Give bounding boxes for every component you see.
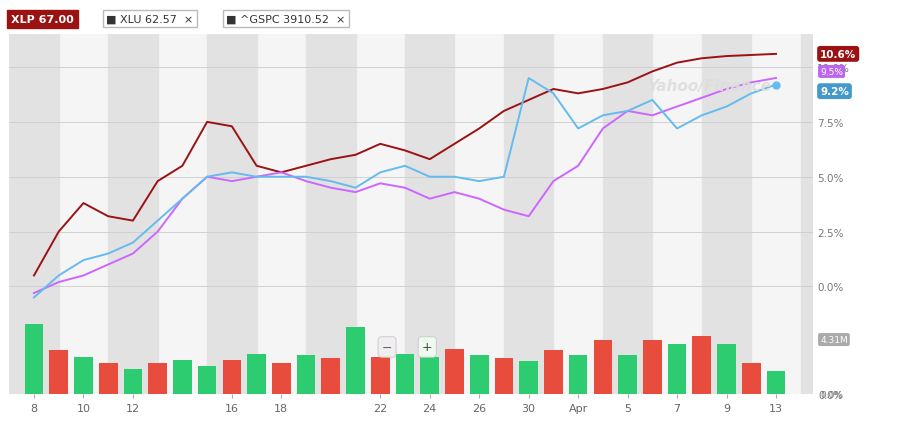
Bar: [569, 355, 588, 394]
Bar: [702, 35, 751, 309]
Bar: [297, 355, 315, 394]
Bar: [544, 351, 563, 394]
Bar: [602, 35, 652, 309]
Bar: [801, 35, 850, 309]
Text: 0.0%: 0.0%: [821, 390, 843, 399]
Bar: [108, 35, 158, 309]
Bar: [420, 357, 439, 394]
Bar: [767, 371, 785, 394]
Bar: [25, 324, 43, 394]
Text: ■ XLU 62.57  ×: ■ XLU 62.57 ×: [106, 15, 193, 25]
Bar: [801, 309, 850, 394]
Bar: [322, 358, 340, 394]
Bar: [602, 309, 652, 394]
Bar: [470, 355, 489, 394]
Bar: [702, 309, 751, 394]
Bar: [618, 355, 637, 394]
Bar: [74, 357, 92, 394]
Bar: [717, 344, 736, 394]
Bar: [306, 35, 356, 309]
Bar: [494, 358, 513, 394]
Bar: [124, 369, 142, 394]
Bar: [405, 309, 455, 394]
Bar: [108, 309, 158, 394]
Bar: [371, 357, 390, 394]
Bar: [198, 366, 216, 394]
Text: +: +: [422, 341, 432, 353]
Text: 4.31M: 4.31M: [821, 336, 848, 344]
Bar: [248, 354, 266, 394]
Bar: [272, 363, 291, 394]
Point: [769, 82, 784, 89]
Bar: [643, 340, 662, 394]
Text: 9.5%: 9.5%: [821, 68, 843, 77]
Bar: [519, 361, 538, 394]
Bar: [9, 35, 59, 309]
Bar: [395, 354, 414, 394]
Bar: [504, 35, 553, 309]
Text: −: −: [382, 341, 393, 353]
Bar: [173, 360, 191, 394]
Bar: [405, 35, 455, 309]
Bar: [742, 363, 760, 394]
Bar: [9, 309, 59, 394]
Bar: [346, 327, 365, 394]
Text: XLP 67.00: XLP 67.00: [11, 15, 74, 25]
Text: ■ ^GSPC 3910.52  ×: ■ ^GSPC 3910.52 ×: [226, 15, 346, 25]
Text: Yahoo/Finance: Yahoo/Finance: [647, 79, 771, 94]
Bar: [149, 363, 167, 394]
Bar: [593, 340, 613, 394]
Bar: [223, 360, 241, 394]
Bar: [668, 344, 687, 394]
Text: 9.2%: 9.2%: [821, 87, 849, 97]
Bar: [504, 309, 553, 394]
Bar: [207, 309, 257, 394]
Bar: [306, 309, 356, 394]
Text: 10.6%: 10.6%: [821, 50, 857, 60]
Bar: [99, 363, 117, 394]
Bar: [207, 35, 257, 309]
Bar: [49, 351, 68, 394]
Bar: [445, 349, 464, 394]
Bar: [692, 337, 711, 394]
